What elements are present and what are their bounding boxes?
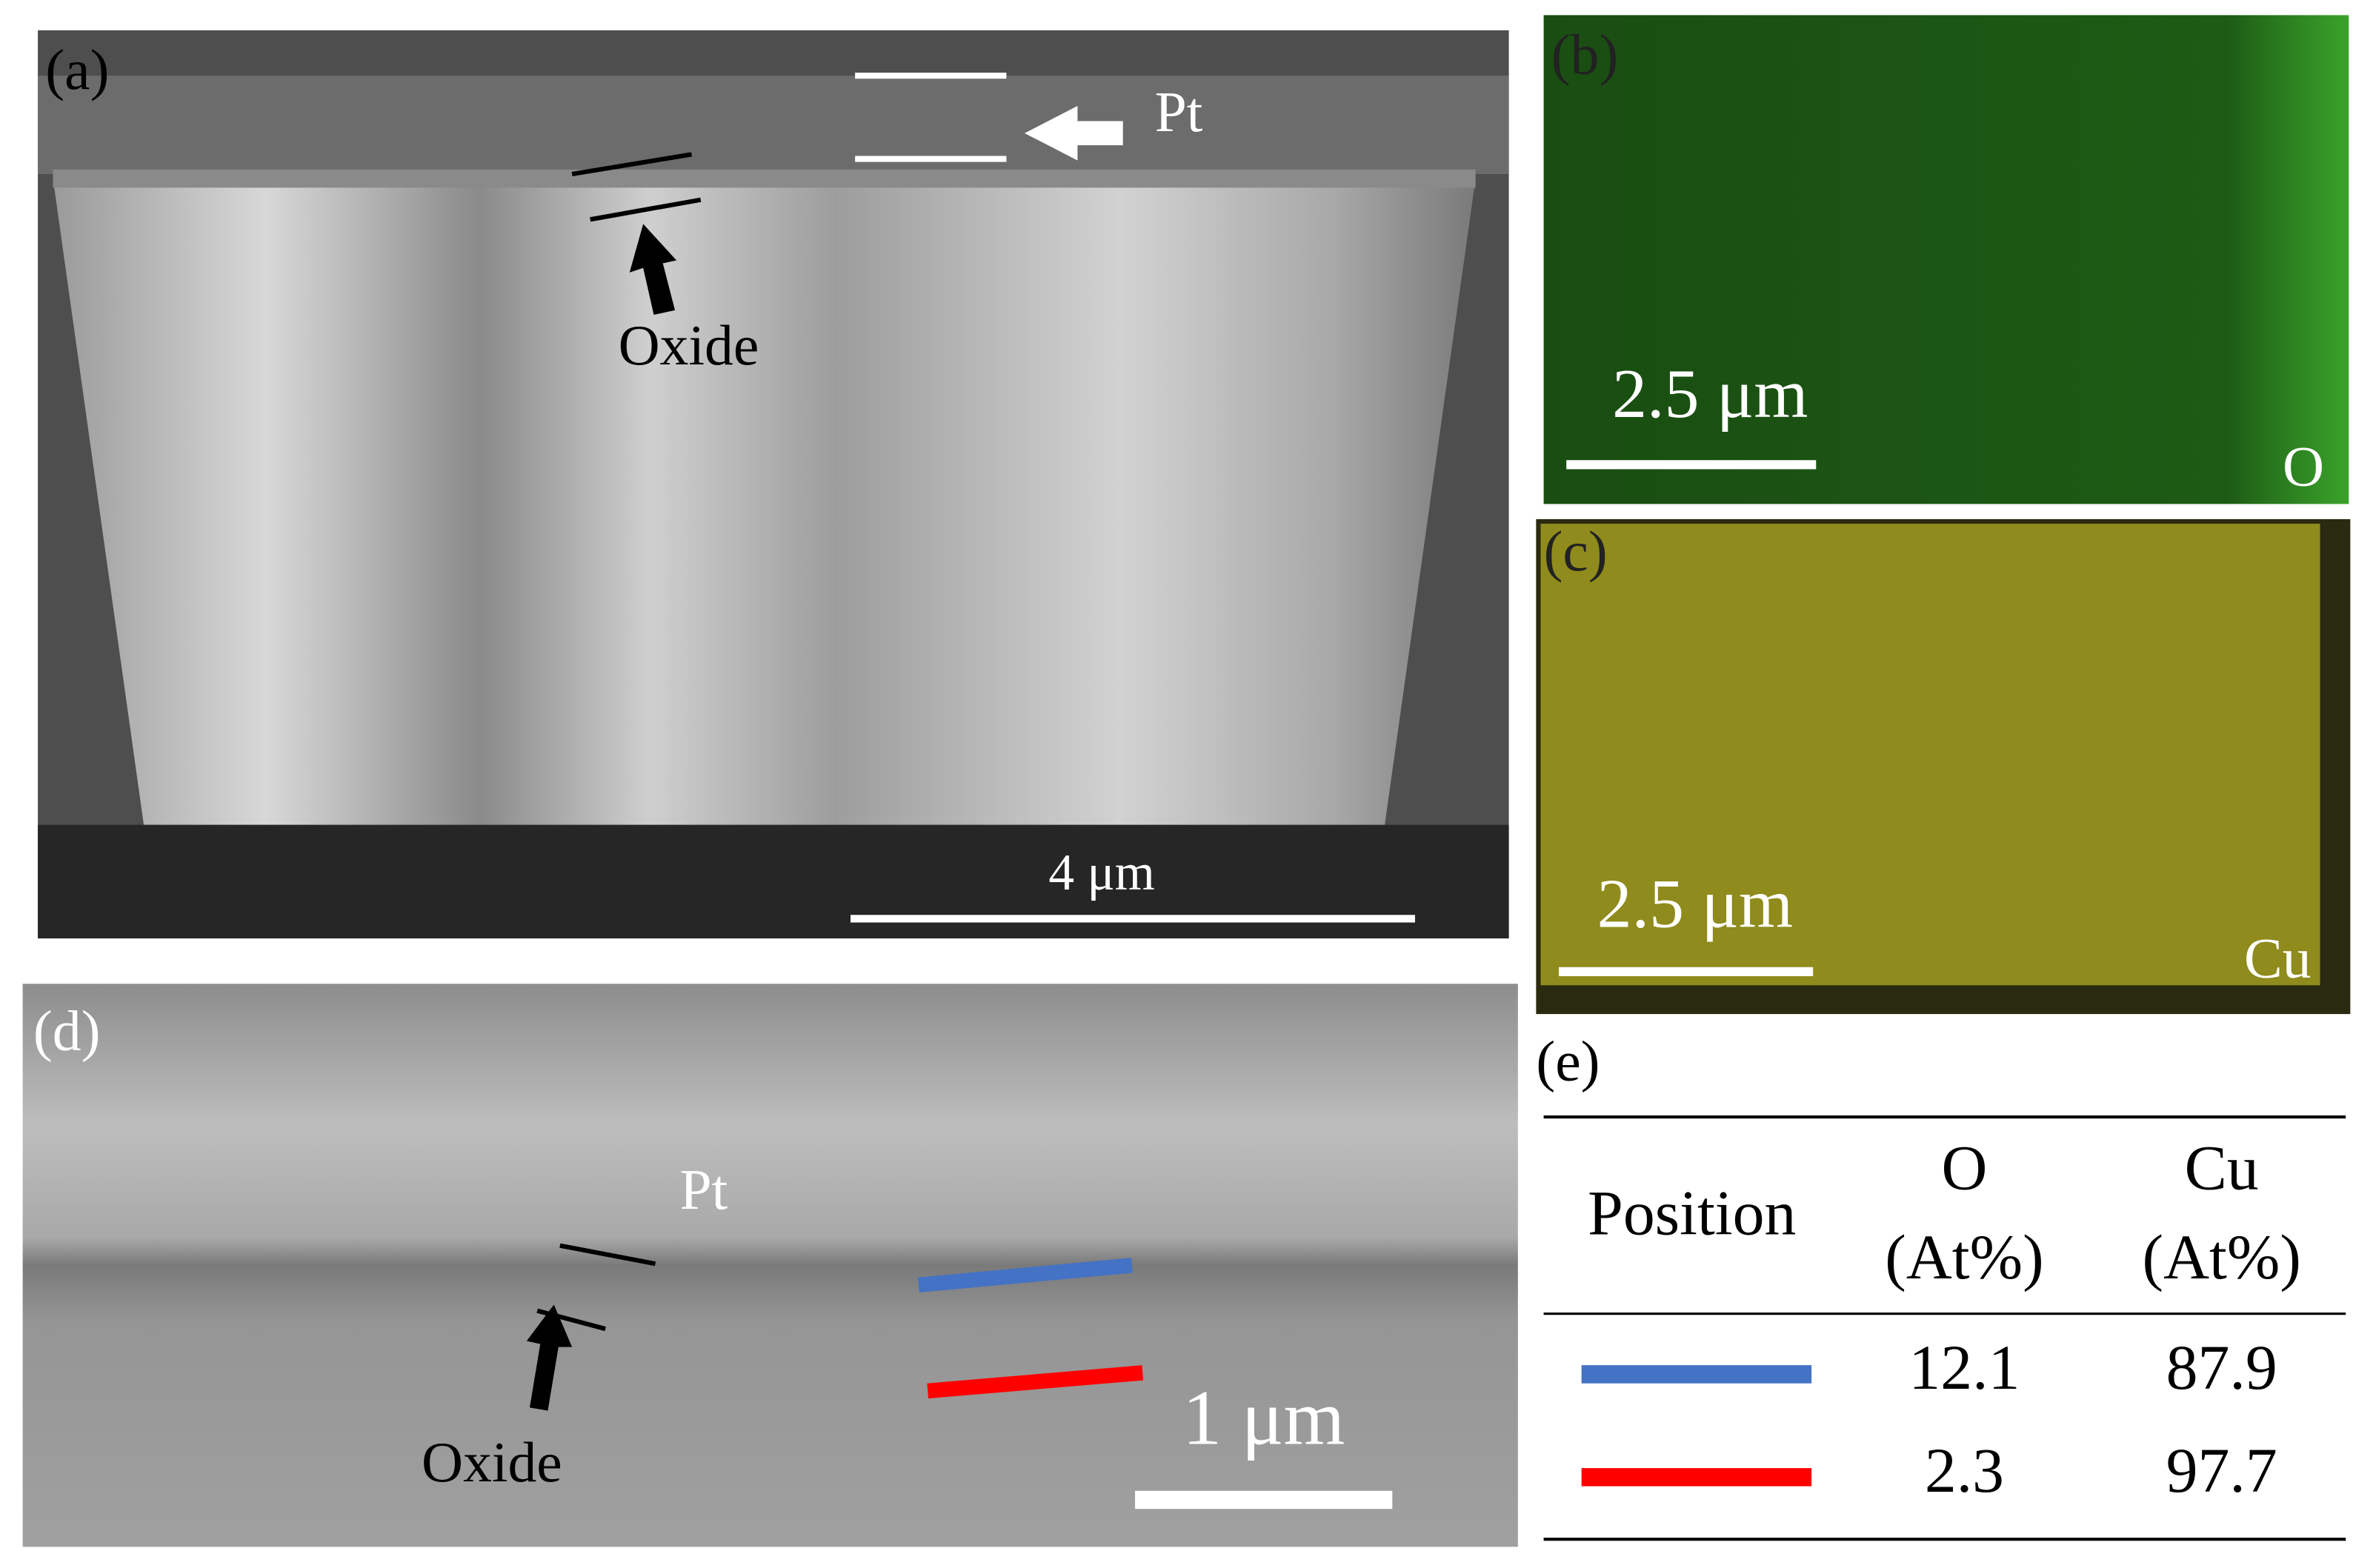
column-header: Position [1588, 1178, 1796, 1249]
scale-label: 1 μm [1182, 1373, 1345, 1461]
position-line [917, 1258, 1133, 1293]
panel-a: (a) Pt Oxide 4 μm [38, 30, 1509, 938]
table: (e) Position O (At%) Cu (At%) 12.1 87.9 2.3 97.… [1536, 1029, 2346, 1541]
micrograph [22, 984, 1518, 1547]
scale-label: 2.5 μm [1612, 356, 1808, 433]
element-label: O [2283, 434, 2324, 498]
panel-label: (d) [33, 999, 100, 1063]
arrow [629, 224, 677, 316]
arrow [526, 1304, 573, 1411]
annotation: Pt [1155, 80, 1203, 144]
panel-label: (b) [1551, 23, 1619, 87]
panel-b: (b) 2.5 μm O [1543, 15, 2349, 504]
panel-c: (c) 2.5 μm Cu [1536, 519, 2351, 1015]
table-cell: 97.7 [2166, 1435, 2277, 1506]
panel-d: (d) Pt Oxide 1 μm [22, 984, 1518, 1547]
marker-line [590, 197, 702, 222]
table-cell: 12.1 [1908, 1332, 2020, 1403]
marker-line [571, 152, 693, 177]
column-header: O [1941, 1132, 1987, 1203]
annotation: Pt [679, 1158, 728, 1221]
table-cell: 2.3 [1925, 1435, 2004, 1506]
pt-layer [38, 76, 1509, 174]
element-label: Cu [2244, 926, 2312, 990]
panel-label: (e) [1536, 1029, 1600, 1092]
eds-map [1543, 15, 2349, 504]
scale-label: 4 μm [1048, 844, 1154, 901]
scale-label: 2.5 μm [1597, 866, 1793, 943]
column-header: (At%) [1885, 1222, 2043, 1292]
eds-map [1540, 524, 2320, 986]
panel-label: (a) [45, 38, 109, 101]
annotation: Oxide [422, 1430, 562, 1494]
arrow [1024, 106, 1123, 161]
annotation: Oxide [619, 313, 759, 377]
position-line [927, 1365, 1144, 1399]
marker-line [559, 1243, 656, 1267]
panel-label: (c) [1544, 519, 1608, 583]
specimen [53, 179, 1476, 825]
oxide-layer [53, 169, 1476, 188]
table-cell: 87.9 [2166, 1332, 2277, 1403]
column-header: (At%) [2143, 1222, 2301, 1292]
column-header: Cu [2185, 1132, 2259, 1203]
